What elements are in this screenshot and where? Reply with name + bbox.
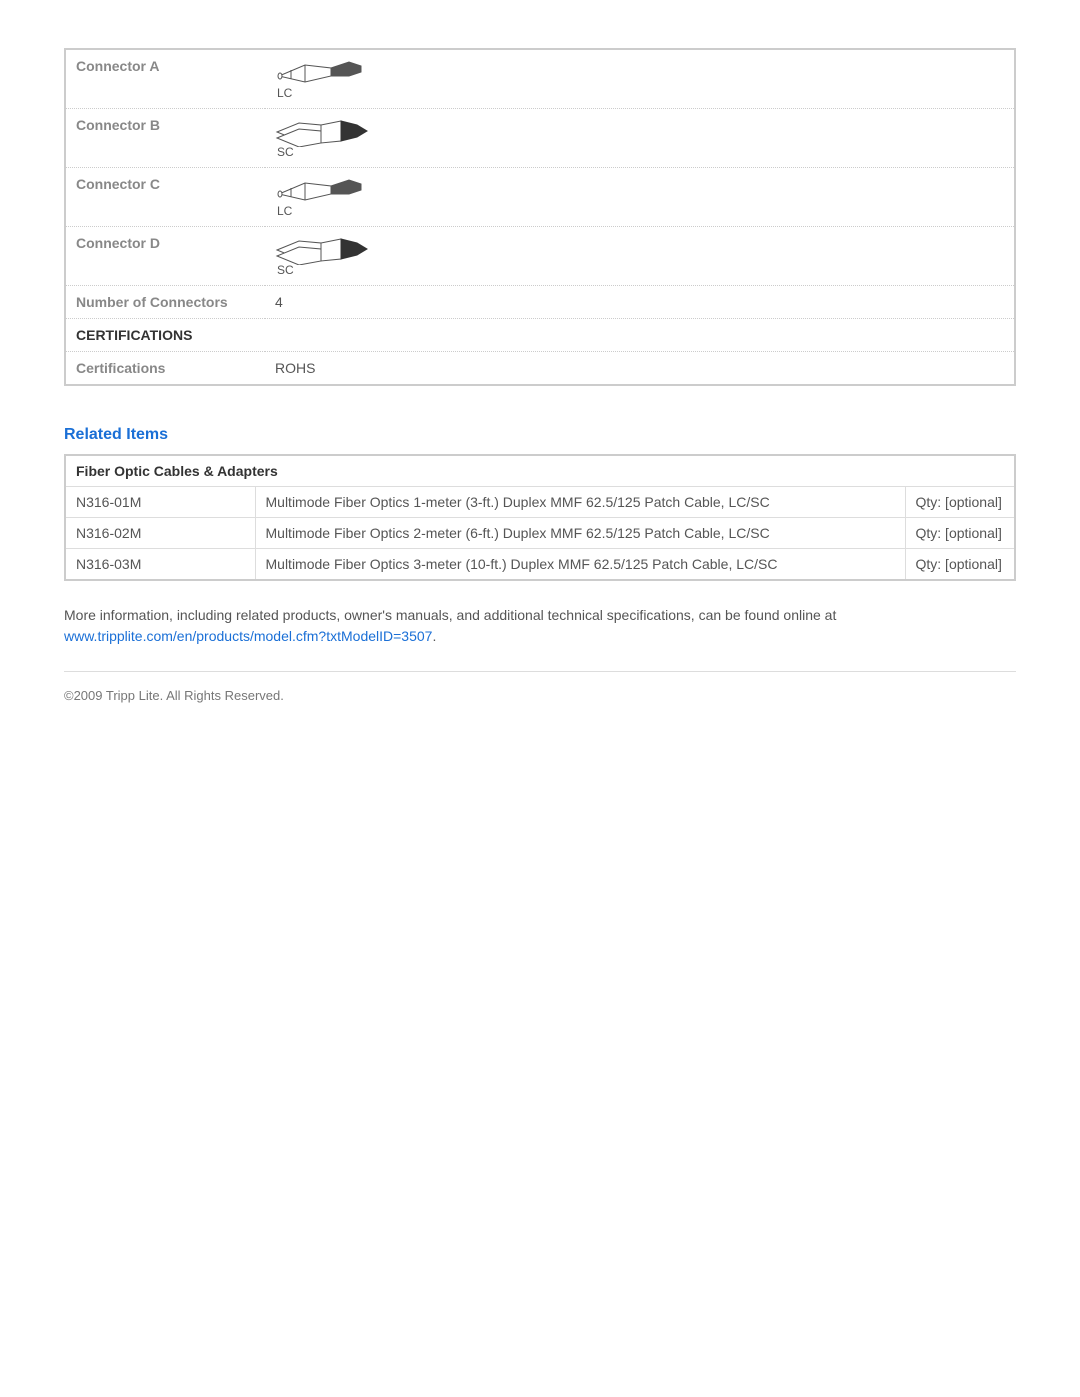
spec-value: LC <box>265 168 1015 227</box>
copyright-text: ©2009 Tripp Lite. All Rights Reserved. <box>64 688 1016 703</box>
related-sku: N316-02M <box>65 518 255 549</box>
section-header-text: CERTIFICATIONS <box>65 319 1015 352</box>
related-item-row: N316-02MMultimode Fiber Optics 2-meter (… <box>65 518 1015 549</box>
spec-label: Connector D <box>65 227 265 286</box>
footer-divider <box>64 671 1016 672</box>
spec-value: SC <box>265 109 1015 168</box>
spec-table: Connector ALCConnector BSCConnector CLCC… <box>64 48 1016 386</box>
related-item-row: N316-01MMultimode Fiber Optics 1-meter (… <box>65 487 1015 518</box>
spec-row: Connector D SC <box>65 227 1015 286</box>
spec-label: Connector B <box>65 109 265 168</box>
related-items-table: Fiber Optic Cables & Adapters N316-01MMu… <box>64 454 1016 581</box>
more-info-prefix: More information, including related prod… <box>64 607 836 623</box>
related-qty: Qty: [optional] <box>905 518 1015 549</box>
related-item-row: N316-03MMultimode Fiber Optics 3-meter (… <box>65 549 1015 581</box>
sc-connector-icon <box>275 117 369 147</box>
related-qty: Qty: [optional] <box>905 549 1015 581</box>
more-info-text: More information, including related prod… <box>64 605 1016 647</box>
sc-connector-icon <box>275 235 369 265</box>
lc-connector-icon <box>275 176 363 206</box>
spec-label: Connector A <box>65 49 265 109</box>
spec-section-header: CERTIFICATIONS <box>65 319 1015 352</box>
connector-caption: LC <box>275 86 1004 100</box>
connector-caption: SC <box>275 263 1004 277</box>
connector-caption: SC <box>275 145 1004 159</box>
spec-label: Certifications <box>65 352 265 386</box>
related-desc: Multimode Fiber Optics 1-meter (3-ft.) D… <box>255 487 905 518</box>
related-desc: Multimode Fiber Optics 3-meter (10-ft.) … <box>255 549 905 581</box>
related-items-heading: Related Items <box>64 426 1016 444</box>
spec-value: 4 <box>265 286 1015 319</box>
spec-value: LC <box>265 49 1015 109</box>
more-info-suffix: . <box>432 628 436 644</box>
related-section-header: Fiber Optic Cables & Adapters <box>65 455 1015 487</box>
spec-label: Connector C <box>65 168 265 227</box>
spec-row: Connector C LC <box>65 168 1015 227</box>
spec-row: Number of Connectors4 <box>65 286 1015 319</box>
spec-value: ROHS <box>265 352 1015 386</box>
spec-value: SC <box>265 227 1015 286</box>
related-sku: N316-01M <box>65 487 255 518</box>
spec-row: CertificationsROHS <box>65 352 1015 386</box>
more-info-link[interactable]: www.tripplite.com/en/products/model.cfm?… <box>64 628 432 644</box>
spec-label: Number of Connectors <box>65 286 265 319</box>
spec-row: Connector B SC <box>65 109 1015 168</box>
spec-row: Connector A LC <box>65 49 1015 109</box>
related-desc: Multimode Fiber Optics 2-meter (6-ft.) D… <box>255 518 905 549</box>
connector-caption: LC <box>275 204 1004 218</box>
related-sku: N316-03M <box>65 549 255 581</box>
related-qty: Qty: [optional] <box>905 487 1015 518</box>
lc-connector-icon <box>275 58 363 88</box>
